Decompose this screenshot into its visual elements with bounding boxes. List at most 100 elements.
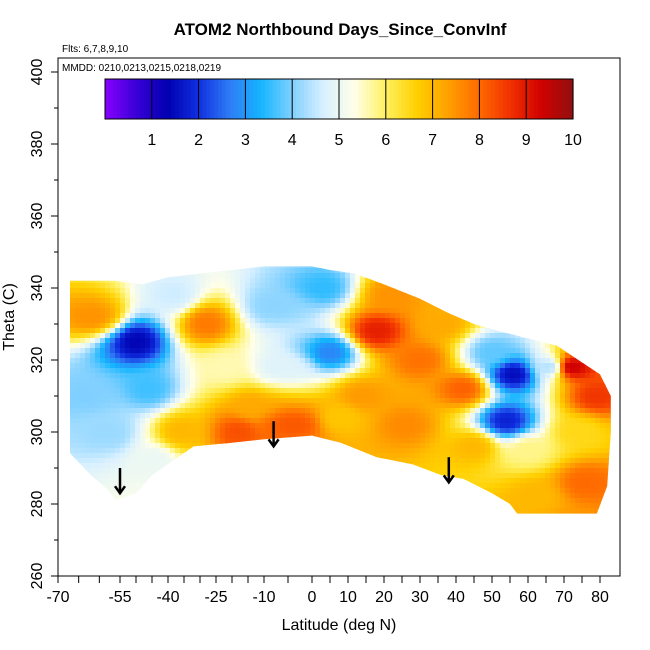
heatmap-cell <box>105 448 111 454</box>
heatmap-cell <box>170 348 176 354</box>
heatmap-cell <box>130 408 136 414</box>
heatmap-cell <box>510 318 516 324</box>
heatmap-cell <box>320 278 326 284</box>
heatmap-cell <box>210 373 216 379</box>
heatmap-cell <box>605 388 611 394</box>
heatmap-cell <box>245 283 251 289</box>
heatmap-cell <box>130 388 136 394</box>
heatmap-cell <box>140 303 146 309</box>
heatmap-cell <box>425 433 431 439</box>
heatmap-cell <box>340 478 346 484</box>
heatmap-cell <box>175 258 181 264</box>
heatmap-cell <box>610 338 611 344</box>
heatmap-cell <box>575 453 581 459</box>
heatmap-cell <box>605 308 611 314</box>
heatmap-cell <box>315 298 321 304</box>
heatmap-cell <box>270 288 276 294</box>
heatmap-cell <box>600 443 606 449</box>
heatmap-cell <box>535 378 541 384</box>
heatmap-cell <box>275 313 281 319</box>
heatmap-cell <box>490 303 496 309</box>
heatmap-cell <box>360 313 366 319</box>
heatmap-cell <box>70 403 76 409</box>
heatmap-cell <box>95 453 101 459</box>
heatmap-cell <box>570 403 576 409</box>
heatmap-cell <box>450 468 456 474</box>
heatmap-cell <box>300 268 306 274</box>
heatmap-cell <box>320 423 326 429</box>
heatmap-cell <box>590 303 596 309</box>
heatmap-cell <box>195 413 201 419</box>
heatmap-cell <box>300 278 306 284</box>
heatmap-cell <box>250 388 256 394</box>
heatmap-cell <box>95 333 101 339</box>
heatmap-cell <box>135 358 141 364</box>
heatmap-cell <box>360 388 366 394</box>
heatmap-cell <box>410 338 416 344</box>
heatmap-cell <box>535 258 541 264</box>
heatmap-cell <box>530 433 536 439</box>
heatmap-cell <box>75 333 81 339</box>
heatmap-cell <box>485 293 491 299</box>
heatmap-cell <box>510 363 516 369</box>
heatmap-cell <box>315 458 321 464</box>
heatmap-cell <box>255 318 261 324</box>
heatmap-cell <box>450 268 456 274</box>
heatmap-cell <box>95 266 101 269</box>
heatmap-cell <box>255 423 261 429</box>
heatmap-cell <box>185 303 191 309</box>
heatmap-cell <box>480 368 486 374</box>
heatmap-cell <box>490 408 496 414</box>
heatmap-cell <box>110 293 116 299</box>
heatmap-cell <box>255 393 261 399</box>
heatmap-cell <box>185 403 191 409</box>
heatmap-cell <box>325 333 331 339</box>
heatmap-cell <box>435 423 441 429</box>
heatmap-cell <box>240 433 246 439</box>
heatmap-cell <box>305 473 311 479</box>
heatmap-cell <box>135 413 141 419</box>
heatmap-cell <box>565 453 571 459</box>
heatmap-cell <box>440 288 446 294</box>
heatmap-cell <box>410 313 416 319</box>
heatmap-cell <box>510 433 516 439</box>
heatmap-cell <box>580 283 586 289</box>
heatmap-cell <box>155 298 161 304</box>
heatmap-cell <box>600 266 606 269</box>
heatmap-cell <box>525 393 531 399</box>
heatmap-cell <box>190 293 196 299</box>
heatmap-cell <box>265 473 271 479</box>
heatmap-cell <box>180 373 186 379</box>
heatmap-cell <box>475 483 481 489</box>
heatmap-cell <box>125 368 131 374</box>
heatmap-cell <box>490 388 496 394</box>
heatmap-cell <box>225 453 231 459</box>
heatmap-cell <box>260 323 266 329</box>
heatmap-cell <box>470 368 476 374</box>
heatmap-cell <box>175 448 181 454</box>
heatmap-cell <box>305 403 311 409</box>
heatmap-cell <box>480 258 486 264</box>
heatmap-cell <box>520 443 526 449</box>
heatmap-cell <box>345 398 351 404</box>
heatmap-cell <box>145 308 151 314</box>
heatmap-cell <box>405 428 411 434</box>
heatmap-cell <box>180 463 186 469</box>
heatmap-cell <box>460 298 466 304</box>
heatmap-cell <box>180 273 186 279</box>
heatmap-cell <box>110 288 116 294</box>
heatmap-cell <box>540 393 546 399</box>
heatmap-cell <box>565 408 571 414</box>
heatmap-cell <box>565 458 571 464</box>
heatmap-cell <box>535 373 541 379</box>
heatmap-cell <box>430 268 436 274</box>
heatmap-cell <box>515 363 521 369</box>
heatmap-cell <box>485 268 491 274</box>
heatmap-cell <box>245 318 251 324</box>
heatmap-cell <box>465 313 471 319</box>
heatmap-cell <box>80 463 86 469</box>
heatmap-cell <box>445 423 451 429</box>
heatmap-cell <box>430 318 436 324</box>
heatmap-cell <box>185 378 191 384</box>
heatmap-cell <box>380 363 386 369</box>
